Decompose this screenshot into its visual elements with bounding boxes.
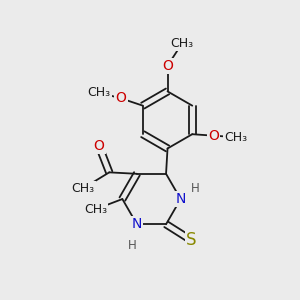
Text: H: H (128, 239, 137, 252)
Text: S: S (186, 231, 196, 249)
Text: O: O (94, 139, 104, 153)
Text: O: O (116, 92, 126, 105)
Text: O: O (162, 59, 173, 73)
Text: CH₃: CH₃ (88, 86, 111, 99)
Text: O: O (208, 129, 219, 143)
Text: CH₃: CH₃ (170, 37, 194, 50)
Text: CH₃: CH₃ (224, 130, 248, 144)
Text: N: N (132, 217, 142, 231)
Text: N: N (176, 192, 186, 206)
Text: H: H (191, 182, 200, 195)
Text: CH₃: CH₃ (71, 182, 94, 195)
Text: CH₃: CH₃ (84, 203, 107, 216)
